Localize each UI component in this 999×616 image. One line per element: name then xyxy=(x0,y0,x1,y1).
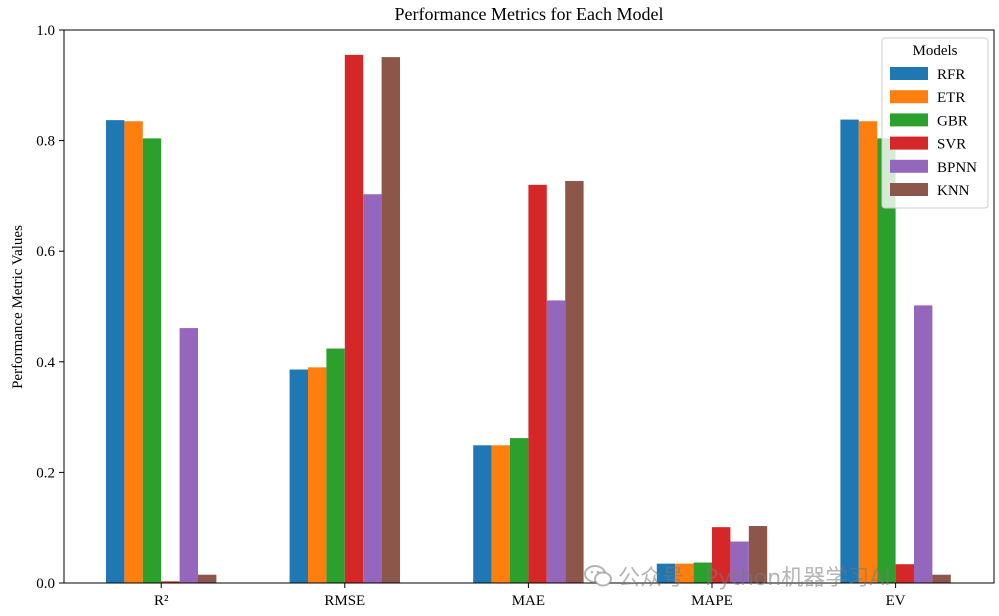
bar-etr-4 xyxy=(858,121,878,583)
bar-gbr-4 xyxy=(877,138,896,583)
bar-svr-2 xyxy=(528,184,547,583)
y-tick-label: 0.6 xyxy=(36,244,55,260)
legend-swatch-knn xyxy=(890,183,928,196)
bar-rfr-2 xyxy=(473,445,492,583)
axes-frame xyxy=(63,29,995,584)
bar-knn-2 xyxy=(565,180,584,583)
legend-label-bpnn: BPNN xyxy=(937,160,977,176)
y-tick-label: 0.2 xyxy=(36,465,55,481)
bar-knn-0 xyxy=(198,574,217,583)
legend-swatch-bpnn xyxy=(890,159,928,173)
y-tick-label: 1.0 xyxy=(36,23,55,39)
legend-label-knn: KNN xyxy=(937,183,970,199)
bar-svr-1 xyxy=(344,54,364,583)
legend: Models RFR ETR GBR SVR BPNN KNN xyxy=(881,37,989,209)
y-tick-label: 0.4 xyxy=(36,355,55,371)
bar-knn-4 xyxy=(932,574,951,583)
x-tick-label: R² xyxy=(154,593,169,609)
legend-label-rfr: RFR xyxy=(937,67,965,83)
bar-bpnn-0 xyxy=(179,328,198,583)
legend-label-etr: ETR xyxy=(937,90,965,106)
legend-swatch-rfr xyxy=(890,67,928,80)
legend-label-svr: SVR xyxy=(937,137,966,153)
x-tick-label: RMSE xyxy=(324,593,365,609)
bar-rfr-4 xyxy=(840,119,859,583)
legend-title: Models xyxy=(913,43,958,59)
x-tick-label: MAE xyxy=(512,593,545,609)
legend-swatch-svr xyxy=(890,136,928,150)
bar-bpnn-3 xyxy=(730,541,749,583)
bar-gbr-1 xyxy=(326,348,345,583)
y-tick-label: 0.0 xyxy=(36,576,55,592)
bar-knn-1 xyxy=(381,57,400,584)
watermark-text: 公众号 · Python机器学习AI xyxy=(618,566,891,591)
bar-etr-1 xyxy=(308,367,327,583)
bar-etr-3 xyxy=(675,563,694,583)
legend-swatch-gbr xyxy=(890,113,928,127)
bar-knn-3 xyxy=(748,526,768,583)
y-tick-label: 0.8 xyxy=(36,134,55,150)
bar-etr-2 xyxy=(491,445,510,583)
bar-gbr-2 xyxy=(510,438,529,583)
x-tick-label: MAPE xyxy=(691,593,733,609)
plot-area: 0.0 0.2 0.4 0.6 0.8 1.0 R² RMSE MAE MAPE EV xyxy=(36,23,995,609)
bar-rfr-0 xyxy=(106,120,125,583)
x-tick-label: EV xyxy=(886,593,906,609)
legend-label-gbr: GBR xyxy=(937,113,968,129)
bar-svr-3 xyxy=(712,527,731,583)
bar-bpnn-4 xyxy=(914,305,933,583)
y-axis-label: Performance Metric Values xyxy=(10,225,26,389)
bar-gbr-3 xyxy=(693,562,712,583)
bar-bpnn-1 xyxy=(363,194,382,584)
bar-svr-0 xyxy=(161,581,180,583)
bar-gbr-0 xyxy=(142,138,162,583)
bar-etr-0 xyxy=(124,121,143,583)
bar-rfr-1 xyxy=(289,369,308,583)
bar-bpnn-2 xyxy=(546,300,566,583)
watermark: 公众号 · Python机器学习AI xyxy=(584,560,891,592)
legend-swatch-etr xyxy=(890,90,928,104)
wechat-icon xyxy=(584,565,612,587)
bar-rfr-3 xyxy=(656,563,676,583)
chart-title: Performance Metrics for Each Model xyxy=(395,4,664,24)
bar-svr-4 xyxy=(895,564,914,583)
